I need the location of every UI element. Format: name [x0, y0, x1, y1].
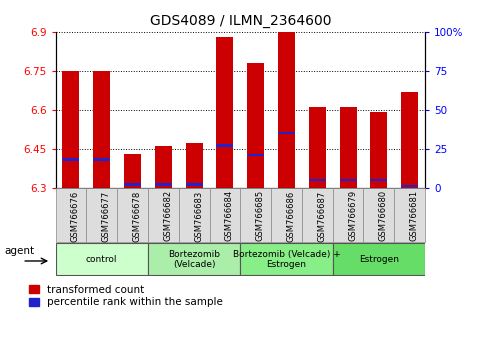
Bar [124, 183, 141, 186]
Bar [401, 185, 418, 187]
Text: GSM766685: GSM766685 [256, 190, 265, 241]
Bar [185, 143, 202, 188]
FancyBboxPatch shape [148, 188, 179, 242]
Bar [278, 132, 295, 135]
Bar [340, 107, 356, 188]
FancyBboxPatch shape [179, 188, 210, 242]
Bar [185, 183, 202, 186]
Text: Estrogen: Estrogen [359, 255, 399, 264]
Text: control: control [86, 255, 117, 264]
FancyBboxPatch shape [302, 188, 333, 242]
Text: Bortezomib (Velcade) +
Estrogen: Bortezomib (Velcade) + Estrogen [233, 250, 341, 269]
Bar [401, 92, 418, 188]
Text: GSM766686: GSM766686 [286, 190, 296, 242]
Bar [216, 144, 233, 147]
Text: GDS4089 / ILMN_2364600: GDS4089 / ILMN_2364600 [150, 14, 331, 28]
Bar [155, 146, 172, 188]
Text: GSM766680: GSM766680 [379, 190, 388, 241]
Text: GSM766679: GSM766679 [348, 190, 357, 241]
FancyBboxPatch shape [117, 188, 148, 242]
Legend: transformed count, percentile rank within the sample: transformed count, percentile rank withi… [29, 285, 223, 308]
Bar [247, 63, 264, 188]
FancyBboxPatch shape [333, 243, 425, 275]
Bar [62, 71, 79, 188]
FancyBboxPatch shape [364, 188, 394, 242]
Bar [309, 107, 326, 188]
Bar [340, 178, 356, 181]
Bar [62, 158, 79, 161]
FancyBboxPatch shape [333, 188, 364, 242]
Bar [247, 154, 264, 156]
FancyBboxPatch shape [240, 243, 333, 275]
FancyBboxPatch shape [240, 188, 271, 242]
Bar [124, 154, 141, 188]
Text: GSM766681: GSM766681 [410, 190, 419, 241]
Text: GSM766682: GSM766682 [163, 190, 172, 241]
FancyBboxPatch shape [394, 188, 425, 242]
Text: GSM766678: GSM766678 [132, 190, 142, 242]
Text: Bortezomib
(Velcade): Bortezomib (Velcade) [168, 250, 220, 269]
Text: GSM766677: GSM766677 [102, 190, 111, 242]
FancyBboxPatch shape [56, 243, 148, 275]
Bar [309, 178, 326, 181]
Text: GSM766687: GSM766687 [317, 190, 327, 242]
Bar [216, 37, 233, 188]
FancyBboxPatch shape [86, 188, 117, 242]
Bar [155, 183, 172, 186]
FancyBboxPatch shape [210, 188, 240, 242]
Bar [370, 112, 387, 188]
FancyBboxPatch shape [56, 188, 86, 242]
Bar [93, 71, 110, 188]
Text: GSM766684: GSM766684 [225, 190, 234, 241]
Text: GSM766676: GSM766676 [71, 190, 80, 242]
Bar [278, 32, 295, 188]
Text: GSM766683: GSM766683 [194, 190, 203, 242]
Bar [370, 178, 387, 181]
Bar [93, 158, 110, 161]
FancyBboxPatch shape [148, 243, 240, 275]
FancyBboxPatch shape [271, 188, 302, 242]
Text: agent: agent [4, 246, 35, 256]
